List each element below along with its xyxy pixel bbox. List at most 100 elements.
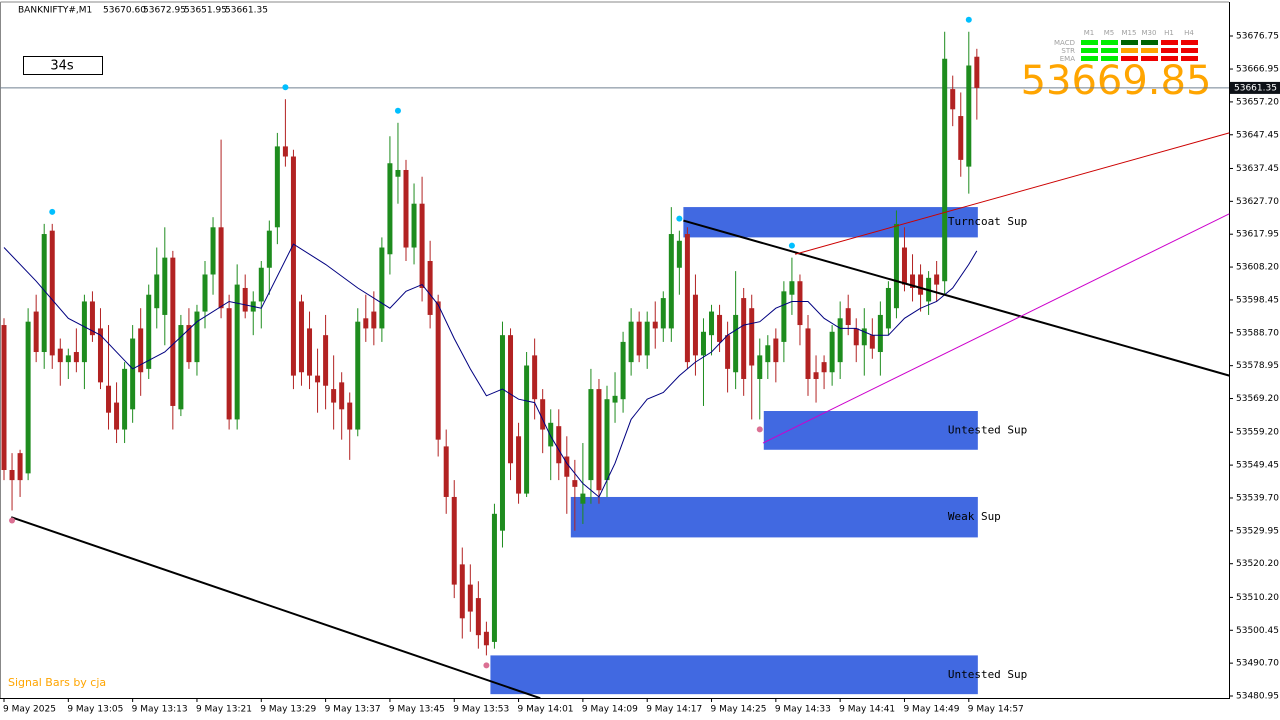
candle-body (363, 318, 369, 329)
signal-cell (1081, 48, 1098, 53)
signal-cell (1101, 48, 1118, 53)
candle-body (154, 274, 160, 309)
y-tick-label: 53666.95 (1236, 65, 1279, 75)
zone (683, 207, 978, 238)
zone-label: Untested Sup (948, 668, 1027, 681)
candle-body (138, 328, 144, 373)
trendline (795, 132, 1230, 255)
candle-body (837, 318, 843, 363)
candle-body (692, 294, 698, 356)
header-value: 53670.60 (103, 6, 146, 16)
candle-body (331, 389, 337, 403)
candle-body (652, 321, 658, 329)
candle-body (813, 372, 819, 379)
candle-body (114, 402, 120, 430)
candle-body (186, 325, 192, 363)
candle-body (950, 89, 956, 110)
signal-column: H4 (1184, 29, 1194, 37)
header-value: 53651.95 (184, 6, 227, 16)
candle-body (853, 328, 859, 346)
candle-body (298, 301, 304, 373)
fractal-up (788, 242, 795, 249)
candle-body (524, 365, 530, 494)
candle-body (773, 338, 779, 363)
candle-body (942, 58, 948, 282)
zone (570, 496, 978, 538)
candle-body (604, 399, 610, 481)
footer: Signal Bars by cja (8, 676, 106, 689)
candle-body (371, 311, 377, 329)
candle-body (89, 301, 95, 336)
candle-body (974, 56, 980, 88)
y-tick-label: 53559.20 (1236, 428, 1279, 438)
y-tick-label: 53637.45 (1236, 164, 1279, 174)
candle-body (556, 426, 562, 464)
candle-body (845, 308, 851, 326)
candle-body (580, 493, 586, 504)
trendline (10, 516, 541, 700)
x-tick-label: 9 May 14:17 (646, 705, 702, 715)
signal-cell (1101, 56, 1118, 61)
signal-cell (1141, 40, 1158, 45)
y-tick-label: 53520.20 (1236, 559, 1279, 569)
candle-body (234, 284, 240, 420)
candle-body (789, 281, 795, 295)
header-value: 53661.35 (225, 6, 268, 16)
x-tick-label: 9 May 13:37 (325, 705, 381, 715)
candle-body (459, 564, 465, 619)
y-tick-label: 53500.45 (1236, 626, 1279, 636)
candle-body (765, 345, 771, 363)
candle-body (958, 116, 964, 160)
candle-body (106, 385, 112, 413)
candle-body (684, 234, 690, 363)
trendline (762, 213, 1230, 444)
signal-cell (1161, 40, 1178, 45)
y-tick-label: 53627.70 (1236, 197, 1279, 207)
candle-body (757, 355, 763, 379)
candle-body (266, 230, 272, 268)
candle-body (355, 321, 361, 430)
zone-label: Untested Sup (948, 423, 1027, 436)
candle-body (620, 341, 626, 400)
signal-row: EMA (1060, 55, 1075, 63)
candle-body (403, 169, 409, 248)
candle-body (290, 156, 296, 376)
candle-body (162, 257, 168, 315)
y-tick-label: 53598.45 (1236, 295, 1279, 305)
y-tick-label: 53549.45 (1236, 461, 1279, 471)
fractal-up (394, 107, 401, 114)
fractal-down (756, 426, 763, 433)
signal-column: H1 (1164, 29, 1174, 37)
candle-body (178, 325, 184, 410)
candle-body (749, 308, 755, 366)
x-tick-label: 9 May 13:53 (453, 705, 509, 715)
timer: 34s (50, 59, 74, 74)
signal-column: M1 (1084, 29, 1095, 37)
candle-body (733, 314, 739, 373)
x-tick-label: 9 May 14:41 (839, 705, 895, 715)
candle-body (741, 298, 747, 379)
fractal-up (282, 84, 289, 91)
candle-body (700, 331, 706, 356)
candle-body (676, 240, 682, 268)
candle-body (483, 631, 489, 646)
candle-body (644, 321, 650, 356)
candle-body (122, 368, 128, 430)
candle-body (210, 227, 216, 275)
candle-body (869, 335, 875, 349)
candle-body (564, 456, 570, 477)
candle-body (97, 328, 103, 383)
signal-column: M30 (1142, 29, 1157, 37)
candle-body (499, 335, 505, 531)
signal-cell (1181, 40, 1198, 45)
x-tick-label: 9 May 14:33 (775, 705, 831, 715)
candle-body (65, 355, 71, 363)
candle-body (709, 311, 715, 336)
candle-body (170, 257, 176, 406)
candle-body (491, 513, 497, 642)
candle-body (315, 375, 321, 383)
signal-cell (1181, 56, 1198, 61)
